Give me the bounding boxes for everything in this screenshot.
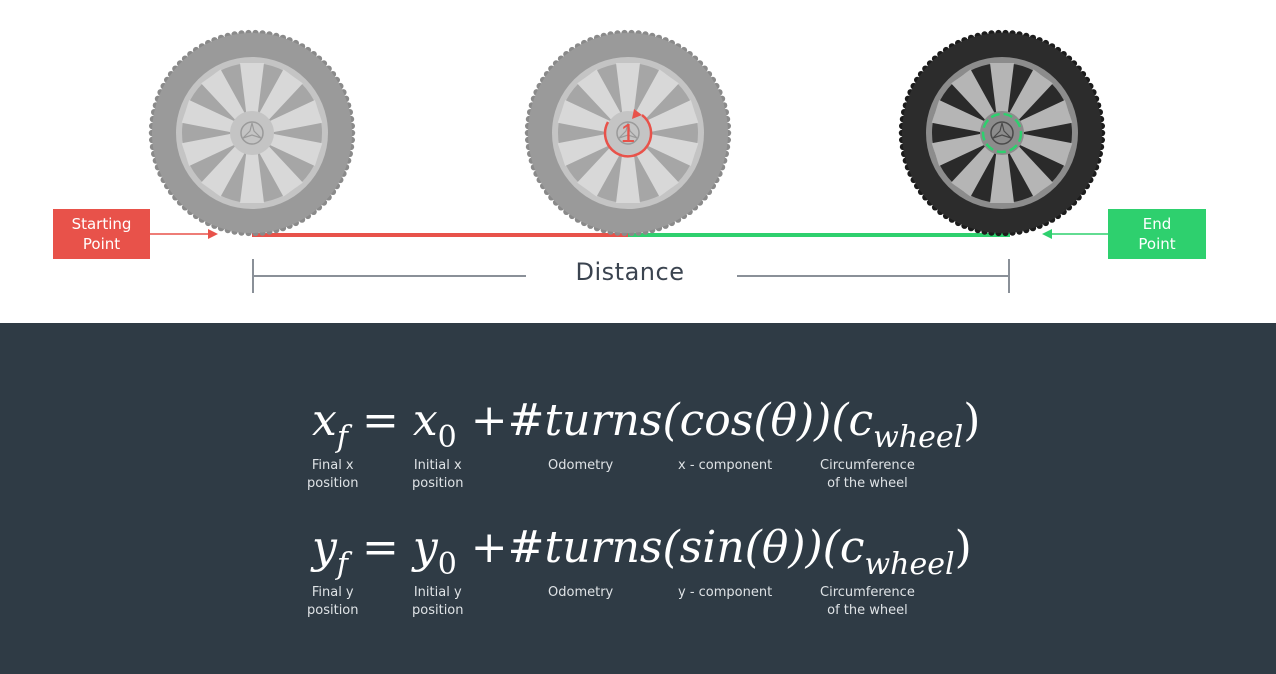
x-circ-subscript: wheel (873, 420, 964, 455)
caption-line: Initial x (413, 458, 462, 473)
x-equation: xf = x0 +#turns(cos(θ))(cwheel) (312, 395, 981, 453)
end-arrow (1042, 229, 1108, 239)
y-circ-term: (c (822, 522, 865, 573)
caption-line: of the wheel (827, 603, 908, 618)
wheel-start-icon (148, 29, 356, 237)
y-circumference-caption: Circumference of the wheel (820, 584, 915, 620)
x-component-term: (cos(θ)) (662, 395, 832, 446)
end-point-line-2: Point (1138, 235, 1176, 253)
distance-label: Distance (575, 258, 685, 286)
caption-line: Odometry (548, 585, 614, 600)
caption-line: x - component (678, 458, 773, 473)
y-component-caption: y - component (678, 584, 772, 602)
rotation-arrow-icon: 1 (603, 109, 653, 158)
x-circ-term: (c (831, 395, 874, 446)
caption-line: Final y (311, 585, 354, 600)
x-odometry-term: #turns (507, 395, 663, 446)
starting-point-line-2: Point (82, 235, 121, 253)
caption-line: position (307, 603, 359, 618)
y-initial-symbol: y (412, 522, 438, 573)
y-circ-close: ) (954, 522, 972, 573)
x-initial-symbol: x (412, 395, 438, 446)
caption-line: Odometry (548, 458, 614, 473)
hub-ring-icon (981, 112, 1023, 154)
x-circumference-caption: Circumference of the wheel (820, 457, 915, 493)
distance-bracket (252, 259, 1010, 293)
caption-line: Initial y (413, 585, 462, 600)
turn-count: 1 (621, 118, 635, 148)
y-final-caption: Final y position (307, 584, 359, 620)
caption-line: position (412, 603, 464, 618)
y-odometry-caption: Odometry (548, 584, 613, 602)
x-odometry-caption: Odometry (548, 457, 613, 475)
y-plus-sign: + (470, 522, 508, 573)
wheel-diagram-panel: 1 Starting Point End Point Distance (0, 0, 1276, 323)
caption-line: Circumference (820, 458, 915, 473)
y-odometry-term: #turns (507, 522, 663, 573)
wheel-end-icon (898, 29, 1106, 237)
y-equals-sign: = (361, 522, 399, 573)
caption-line: y - component (678, 585, 773, 600)
caption-line: Final x (311, 458, 354, 473)
y-component-term: (sin(θ)) (662, 522, 823, 573)
caption-line: position (412, 476, 464, 491)
x-plus-sign: + (470, 395, 508, 446)
x-initial-subscript: 0 (437, 420, 457, 455)
x-final-caption: Final x position (307, 457, 359, 493)
y-equation: yf = y0 +#turns(sin(θ))(cwheel) (312, 522, 972, 580)
x-final-symbol: x (312, 395, 337, 446)
x-circ-close: ) (963, 395, 981, 446)
caption-line: of the wheel (827, 476, 908, 491)
y-initial-caption: Initial y position (412, 584, 464, 620)
y-final-subscript: f (336, 547, 348, 582)
caption-line: position (307, 476, 359, 491)
y-circ-subscript: wheel (864, 547, 955, 582)
x-initial-caption: Initial x position (412, 457, 464, 493)
starting-point-label: Starting Point (53, 209, 150, 259)
caption-line: Circumference (820, 585, 915, 600)
x-component-caption: x - component (678, 457, 772, 475)
starting-point-line-1: Starting (71, 215, 132, 233)
wheel-diagram: 1 (148, 29, 1108, 293)
end-point-line-1: End (1142, 215, 1172, 233)
start-arrow (150, 229, 218, 239)
x-equals-sign: = (361, 395, 399, 446)
y-initial-subscript: 0 (437, 547, 457, 582)
wheel-middle-icon (524, 29, 732, 237)
equations-panel: xf = x0 +#turns(cos(θ))(cwheel) Final x … (0, 323, 1276, 674)
y-final-symbol: y (312, 522, 337, 573)
end-point-label: End Point (1108, 209, 1206, 259)
x-final-subscript: f (336, 420, 348, 455)
